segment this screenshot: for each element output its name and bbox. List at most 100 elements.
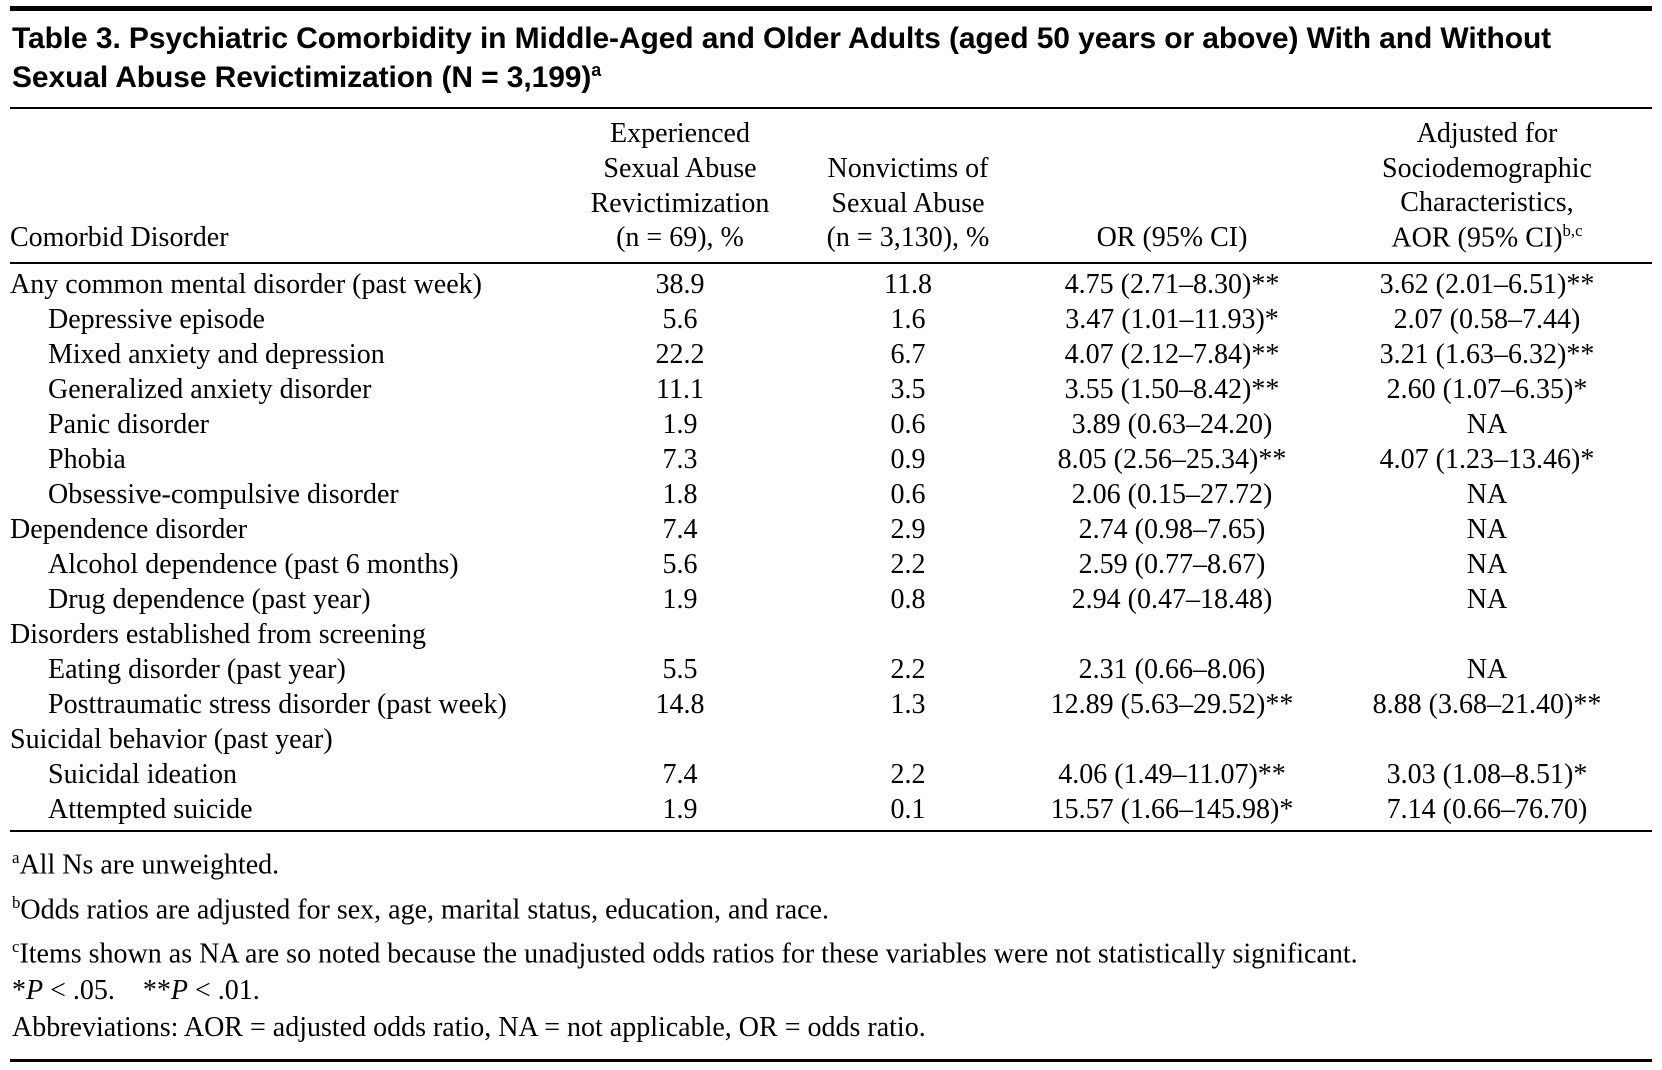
footnotes: aAll Ns are unweighted. bOdds ratios are… [10,832,1652,1063]
cell-nonvictim-pct: 0.6 [890,409,926,441]
table-head: Comorbid Disorder Experienced Sexual Abu… [10,109,1652,265]
row-label: Any common mental disorder (past week) [10,269,482,301]
footnote-a-marker: a [12,848,20,868]
table-body: Any common mental disorder (past week) 38… [10,263,1652,831]
table-row: Generalized anxiety disorder 11.1 3.5 3.55 … [10,372,1652,407]
row-label: Drug dependence (past year) [48,584,371,616]
cell-revictim-pct: 1.8 [662,479,698,511]
table-row: Suicidal ideation 7.4 2.2 4.06 (1.49–11.07)… [10,757,1652,792]
cell-nonvictim-pct [794,722,1022,757]
cell-aor-ci [1322,617,1652,652]
cell-nonvictim-pct: 0.8 [890,584,926,616]
cell-aor-ci: 4.07 (1.23–13.46)* [1379,444,1595,476]
cell-aor-ci: 2.60 (1.07–6.35)* [1386,374,1588,406]
cell-or-ci: 2.94 (0.47–18.48) [1071,584,1273,616]
table-row: Phobia 7.3 0.9 8.05 (2.56–25.34)** 4.07 (1.2… [10,442,1652,477]
footnote-c-text: Items shown as NA are so noted because t… [19,938,1358,970]
cell-aor-ci: 8.88 (3.68–21.40)** [1372,689,1602,721]
cell-nonvictim-pct: 6.7 [890,339,926,371]
cell-revictim-pct: 11.1 [656,374,704,406]
cell-or-ci: 4.06 (1.49–11.07)** [1058,759,1286,791]
cell-aor-ci: NA [1466,409,1508,441]
header-revictimization: Experienced Sexual Abuse Revictimization… [566,109,794,265]
cell-nonvictim-pct: 2.9 [890,514,926,546]
table-row: Depressive episode 5.6 1.6 3.47 (1.01–11.93… [10,302,1652,337]
row-label: Mixed anxiety and depression [48,339,385,371]
table-title-text: Table 3. Psychiatric Comorbidity in Midd… [12,22,1552,94]
table-row: Any common mental disorder (past week) 38… [10,263,1652,302]
table-row: Alcohol dependence (past 6 months) 5.6 2.2… [10,547,1652,582]
cell-revictim-pct: 5.5 [662,654,698,686]
sig-star1: * [12,975,26,1007]
row-label: Suicidal ideation [48,759,237,791]
footnote-b: bOdds ratios are adjusted for sex, age, … [12,884,1650,928]
cell-aor-ci: 7.14 (0.66–76.70) [1386,794,1588,826]
cell-nonvictim-pct: 11.8 [884,269,932,301]
footnote-a-text: All Ns are unweighted. [19,849,280,881]
cell-or-ci: 3.47 (1.01–11.93)* [1065,304,1279,336]
row-label: Eating disorder (past year) [48,654,346,686]
footnote-b-marker: b [12,892,21,912]
cell-or-ci [1022,722,1322,757]
cell-revictim-pct [566,722,794,757]
cell-aor-ci: NA [1466,514,1508,546]
footnote-a: aAll Ns are unweighted. [12,839,1650,883]
header-or-ci: OR (95% CI) [1022,109,1322,265]
cell-revictim-pct: 22.2 [655,339,705,371]
table-title-superscript: a [591,60,602,80]
footnote-b-text: Odds ratios are adjusted for sex, age, m… [20,893,829,925]
row-label: Posttraumatic stress disorder (past week… [48,689,507,721]
table-row: Disorders established from screening [10,617,1652,652]
header-nonvictims-text: Nonvictims of Sexual Abuse (n = 3,130), … [826,153,990,254]
cell-nonvictim-pct: 0.9 [890,444,926,476]
header-aor-label: AOR (95% CI) [1391,222,1563,254]
cell-revictim-pct: 7.4 [662,514,698,546]
cell-nonvictim-pct: 0.1 [890,794,926,826]
cell-or-ci: 3.55 (1.50–8.42)** [1064,374,1280,406]
cell-or-ci: 2.74 (0.98–7.65) [1078,514,1266,546]
row-label: Alcohol dependence (past 6 months) [48,549,459,581]
cell-aor-ci: 2.07 (0.58–7.44) [1393,304,1581,336]
cell-nonvictim-pct [794,617,1022,652]
table-row: Drug dependence (past year) 1.9 0.8 2.94 (0… [10,582,1652,617]
cell-nonvictim-pct: 3.5 [890,374,926,406]
cell-or-ci: 8.05 (2.56–25.34)** [1057,444,1287,476]
table-row: Obsessive-compulsive disorder 1.8 0.6 2.06 … [10,477,1652,512]
sig-p1: P [26,975,44,1007]
header-nonvictims: Nonvictims of Sexual Abuse (n = 3,130), … [794,109,1022,265]
table-row: Mixed anxiety and depression 22.2 6.7 4.07 … [10,337,1652,372]
top-rule [10,6,1652,11]
row-label: Panic disorder [48,409,209,441]
row-label: Depressive episode [48,304,265,336]
cell-or-ci: 12.89 (5.63–29.52)** [1050,689,1294,721]
cell-or-ci: 2.31 (0.66–8.06) [1078,654,1266,686]
cell-or-ci [1022,617,1322,652]
sig-p2: P [170,975,189,1007]
cell-aor-ci: NA [1466,584,1508,616]
header-aor-superscript: b,c [1562,221,1583,241]
cell-revictim-pct: 1.9 [662,409,698,441]
table-row: Panic disorder 1.9 0.6 3.89 (0.63–24.20) NA [10,407,1652,442]
footnote-c: cItems shown as NA are so noted because … [12,928,1650,972]
comorbidity-table: Comorbid Disorder Experienced Sexual Abu… [10,109,1652,833]
row-label: Disorders established from screening [10,619,426,651]
header-revictimization-text: Experienced Sexual Abuse Revictimization… [590,118,770,254]
cell-revictim-pct: 7.3 [662,444,698,476]
footnote-c-marker: c [12,936,20,956]
cell-nonvictim-pct: 2.2 [890,549,926,581]
row-label: Phobia [48,444,126,476]
footnote-abbreviations: Abbreviations: AOR = adjusted odds ratio… [12,1012,926,1044]
table-row: Posttraumatic stress disorder (past week… [10,687,1652,722]
cell-revictim-pct: 38.9 [655,269,705,301]
cell-nonvictim-pct: 2.2 [890,654,926,686]
row-label: Obsessive-compulsive disorder [48,479,399,511]
cell-aor-ci: 3.62 (2.01–6.51)** [1379,269,1595,301]
table-row: Eating disorder (past year) 5.5 2.2 2.31 (0… [10,652,1652,687]
cell-or-ci: 3.89 (0.63–24.20) [1071,409,1273,441]
cell-aor-ci [1322,722,1652,757]
header-aor-bottom-text: AOR (95% CI)b,c [1391,221,1582,256]
header-aor-ci: Adjusted for Sociodemographic Characteri… [1322,109,1652,265]
row-label: Dependence disorder [10,514,248,546]
table-row: Suicidal behavior (past year) [10,722,1652,757]
row-label: Generalized anxiety disorder [48,374,372,406]
